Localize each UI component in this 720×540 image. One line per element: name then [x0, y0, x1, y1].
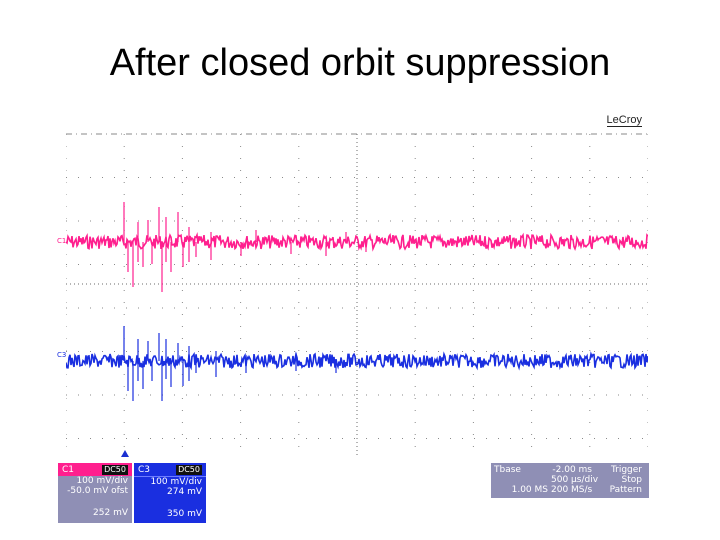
tbase-label: Tbase	[494, 465, 521, 475]
sample-count: 1.00 MS	[511, 485, 548, 495]
c1-scale: 100 mV/div	[76, 476, 128, 486]
c1-channel-panel[interactable]: C1 DC50 100 mV/div -50.0 mV ofst 252 mV	[58, 463, 132, 523]
c1-label: C1	[62, 464, 75, 475]
c1-coupling-badge: DC50	[102, 464, 128, 475]
c1-marker: C1	[57, 237, 67, 245]
c3-coupling-badge: DC50	[176, 464, 202, 475]
oscilloscope-screen: LeCroy	[66, 110, 648, 458]
c3-label: C3	[138, 464, 151, 475]
trigger-label: Trigger	[610, 465, 642, 475]
lecroy-logo: LeCroy	[606, 114, 642, 127]
c3-waveform	[66, 351, 648, 371]
sample-rate: 200 MS/s	[551, 485, 593, 495]
c1-offset: -50.0 mV ofst	[67, 486, 128, 496]
trigger-position-icon	[121, 450, 129, 457]
waveform-display	[66, 133, 648, 458]
c3-scale: 100 mV/div	[150, 477, 202, 487]
c3-offset: 274 mV	[167, 487, 202, 497]
c3-reading: 350 mV	[167, 509, 202, 519]
tbase-value: -2.00 ms	[552, 465, 592, 475]
timebase-trigger-panel[interactable]: Tbase -2.00 ms Trigger 500 µs/div Stop 1…	[491, 463, 649, 498]
trigger-mode: Stop	[621, 475, 642, 485]
c1-waveform	[66, 231, 648, 252]
trigger-type: Pattern	[609, 485, 642, 495]
c1-reading: 252 mV	[93, 508, 128, 518]
timebase-div: 500 µs/div	[551, 475, 599, 485]
c3-marker: C3	[57, 351, 67, 359]
c3-channel-panel[interactable]: C3 DC50 100 mV/div 274 mV 350 mV	[134, 463, 206, 523]
slide-title: After closed orbit suppression	[109, 42, 611, 84]
